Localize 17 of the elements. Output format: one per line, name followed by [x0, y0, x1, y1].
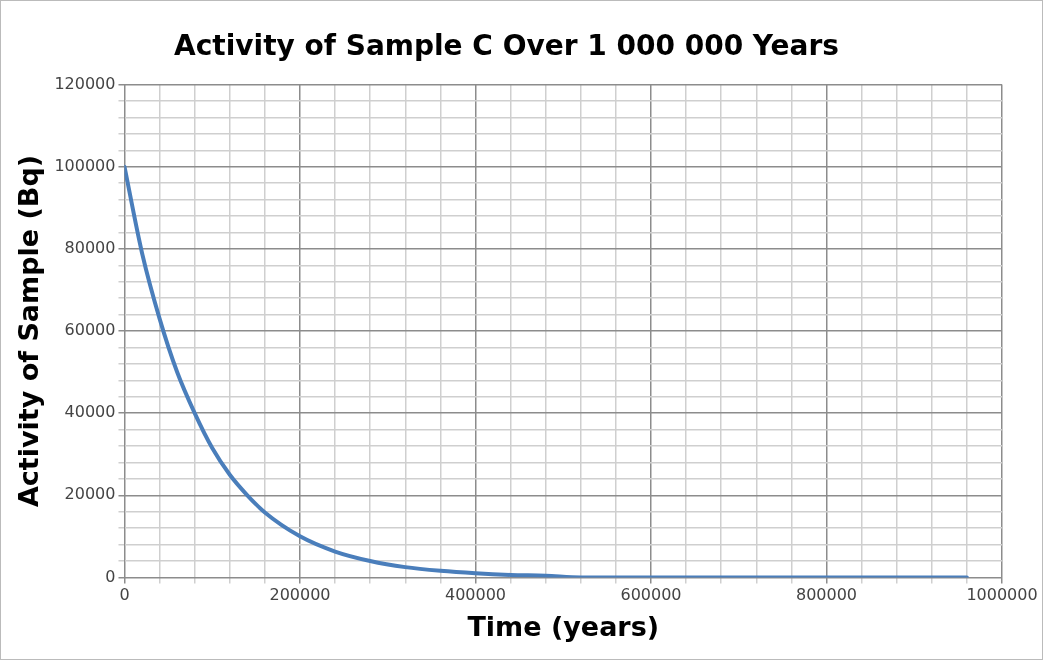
x-tick-label: 1000000	[966, 585, 1038, 605]
y-axis-title: Activity of Sample (Bq)	[13, 154, 45, 508]
line-series	[124, 164, 969, 578]
y-tick-label: 0	[105, 566, 116, 586]
y-tick-label: 80000	[64, 238, 116, 258]
y-tick-label: 40000	[64, 402, 116, 422]
y-tick-label: 60000	[64, 320, 116, 340]
x-tick-label: 0	[119, 585, 130, 605]
y-tick-label: 20000	[64, 484, 116, 504]
chart-title: Activity of Sample C Over 1 000 000 Years	[174, 29, 839, 63]
y-tick-label: 120000	[54, 73, 116, 93]
x-axis-title: Time (years)	[467, 610, 660, 642]
x-tick-label: 600000	[620, 585, 682, 605]
x-tick-label: 400000	[444, 585, 507, 605]
x-tick-label: 800000	[795, 585, 858, 605]
x-tick-label: 200000	[269, 585, 331, 605]
y-tick-label: 100000	[54, 155, 116, 175]
